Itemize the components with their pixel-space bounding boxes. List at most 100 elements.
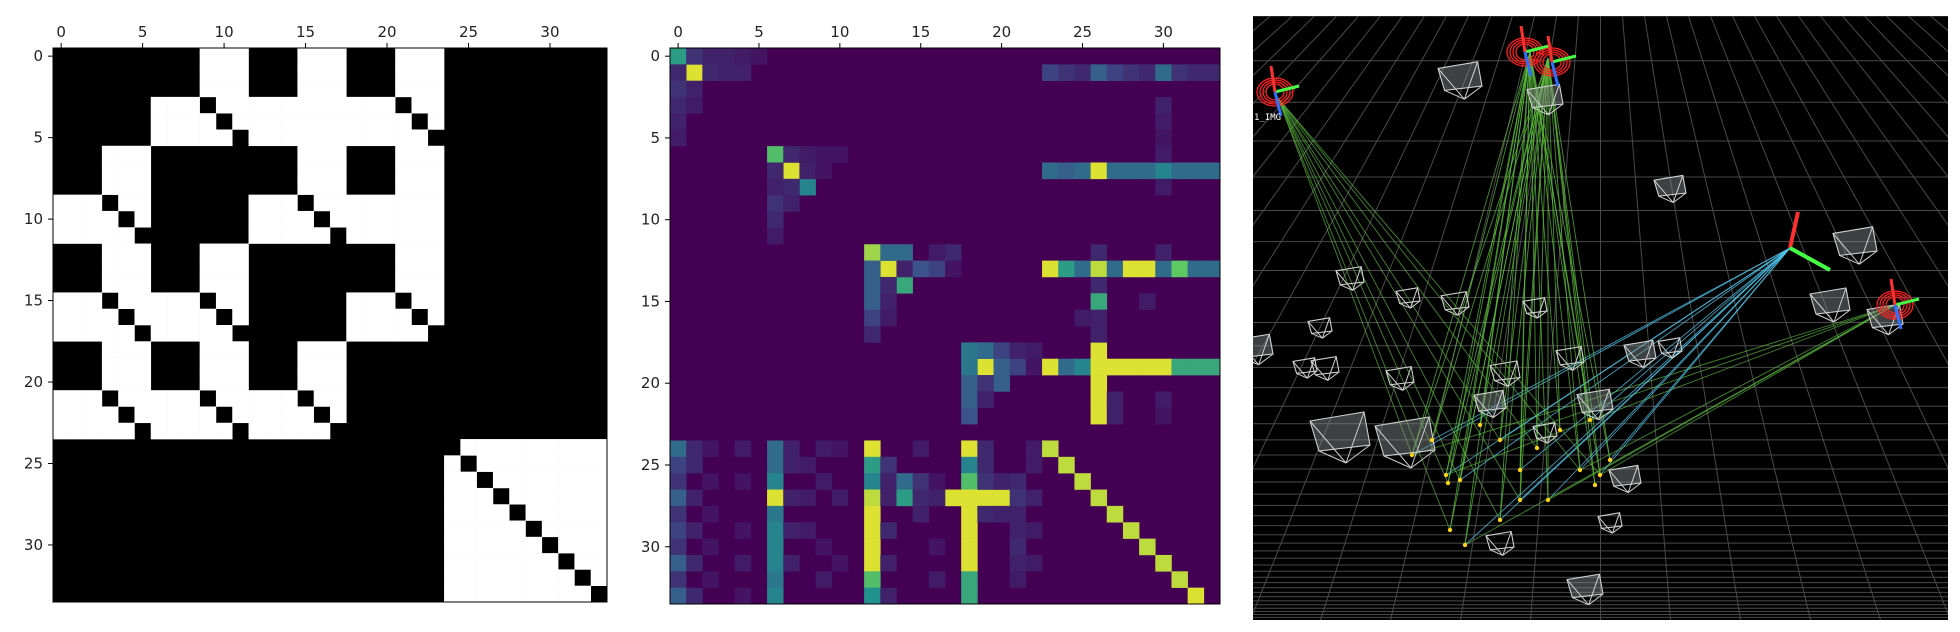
frustum-edge	[1345, 411, 1365, 464]
binary-cell	[134, 308, 152, 326]
camera-frustum[interactable]	[1385, 365, 1415, 391]
binary-cell	[215, 325, 233, 342]
viridis-cell	[1155, 64, 1172, 81]
binary-cell	[558, 471, 575, 489]
ray	[1277, 97, 1581, 471]
camera-frustum[interactable]	[1335, 265, 1365, 291]
frustum-edge	[1318, 450, 1347, 464]
binary-cell	[281, 113, 298, 130]
grid-line	[1798, 16, 1948, 226]
camera-frustum[interactable]	[1597, 512, 1623, 534]
camera-frustum[interactable]	[1522, 297, 1548, 319]
camera-right[interactable]	[1876, 278, 1920, 330]
binary-cell	[199, 308, 217, 326]
camera-frustum[interactable]	[1309, 411, 1371, 464]
viridis-cell	[1090, 358, 1108, 376]
landmark-point	[1597, 472, 1603, 478]
3d-scene-view[interactable]: 1_IMG	[201, 16, 1960, 620]
camera-frustum[interactable]	[1532, 422, 1558, 444]
camera-frustum[interactable]	[1832, 226, 1878, 265]
binary-cell	[427, 194, 445, 212]
binary-cell	[183, 422, 200, 440]
binary-matrix-ticks: 0 5 10 15 20 25 30 0 5 10 15 20 25 30	[24, 23, 560, 554]
camera-frustum[interactable]	[1310, 355, 1340, 381]
binary-cell	[313, 129, 331, 147]
viridis-cell	[961, 342, 978, 359]
frustum-edge	[1385, 370, 1404, 391]
binary-cell	[330, 113, 347, 130]
binary-cell	[492, 439, 510, 456]
camera-axes-center-right[interactable]	[1788, 211, 1831, 272]
binary-cell	[183, 308, 200, 326]
frustum-edge	[1661, 352, 1673, 359]
camera-frustum[interactable]	[1526, 83, 1564, 116]
viridis-cell	[912, 260, 930, 278]
camera-frustum[interactable]	[1576, 388, 1614, 421]
binary-cell	[297, 227, 314, 244]
camera-frustum[interactable]	[1485, 530, 1515, 556]
camera-frustum[interactable]	[1623, 339, 1657, 369]
binary-cell	[150, 308, 168, 326]
viridis-cell	[1139, 358, 1156, 376]
viridis-cell	[1058, 358, 1075, 376]
frustum-edge	[1566, 579, 1589, 606]
ray	[1609, 247, 1791, 461]
binary-cell	[215, 422, 233, 440]
binary-cell	[215, 357, 233, 375]
viridis-cell	[1058, 456, 1075, 474]
frustum-edge	[1402, 381, 1415, 391]
camera-frustum[interactable]	[1395, 287, 1421, 309]
camera-left[interactable]	[1256, 65, 1300, 117]
binary-cell	[590, 439, 608, 456]
binary-cell	[378, 308, 396, 326]
camera-frustum[interactable]	[1566, 573, 1604, 606]
binary-cell	[411, 48, 429, 65]
camera-frustum[interactable]	[1374, 416, 1436, 469]
camera-frustum[interactable]	[1489, 360, 1521, 387]
ground-grid	[1253, 16, 1948, 620]
camera-frustum[interactable]	[1292, 357, 1318, 379]
viridis-cell	[928, 489, 946, 507]
binary-cell	[330, 406, 347, 424]
viridis-cell	[831, 440, 849, 458]
camera-frustum[interactable]	[1608, 464, 1642, 494]
binary-cell	[101, 162, 119, 179]
camera-frustum[interactable]	[1473, 389, 1507, 419]
frustum-edge	[1307, 321, 1323, 339]
binary-cell	[297, 48, 314, 65]
camera-frustum[interactable]	[1653, 174, 1687, 204]
y-tick-label: 30	[24, 536, 43, 554]
camera-frustum[interactable]	[1657, 337, 1683, 359]
camera-frustum[interactable]	[1237, 333, 1274, 366]
viridis-cell	[961, 375, 978, 392]
viridis-cell	[767, 554, 784, 572]
camera-frustum[interactable]	[1440, 290, 1470, 316]
viridis-cell	[880, 244, 897, 261]
ray	[1277, 97, 1501, 441]
binary-cell	[362, 129, 380, 147]
viridis-cell	[864, 276, 881, 294]
binary-cell	[281, 422, 298, 440]
camera-frustum[interactable]	[1437, 61, 1483, 100]
binary-cell	[281, 96, 298, 114]
binary-cell	[167, 422, 184, 440]
binary-cell	[346, 129, 363, 147]
frustum-edge	[1628, 360, 1644, 369]
frustum-edge	[1410, 416, 1430, 469]
camera-frustum[interactable]	[1555, 345, 1585, 371]
viridis-cell	[686, 64, 703, 81]
viridis-cell	[1106, 64, 1124, 81]
viridis-cell	[767, 195, 784, 212]
camera-frustum[interactable]	[1809, 287, 1851, 323]
binary-cell	[460, 569, 477, 586]
y-tick-label: 25	[641, 456, 660, 474]
frustum-edge	[1258, 334, 1270, 365]
frustum-edge	[1444, 309, 1459, 316]
viridis-cell	[1009, 489, 1027, 507]
viridis-cell	[1058, 162, 1075, 180]
binary-cell	[330, 341, 347, 358]
camera-frustum[interactable]	[1307, 317, 1333, 339]
binary-cell	[118, 243, 135, 261]
camera-top-right[interactable]	[1533, 35, 1577, 87]
viridis-cell	[783, 440, 800, 458]
